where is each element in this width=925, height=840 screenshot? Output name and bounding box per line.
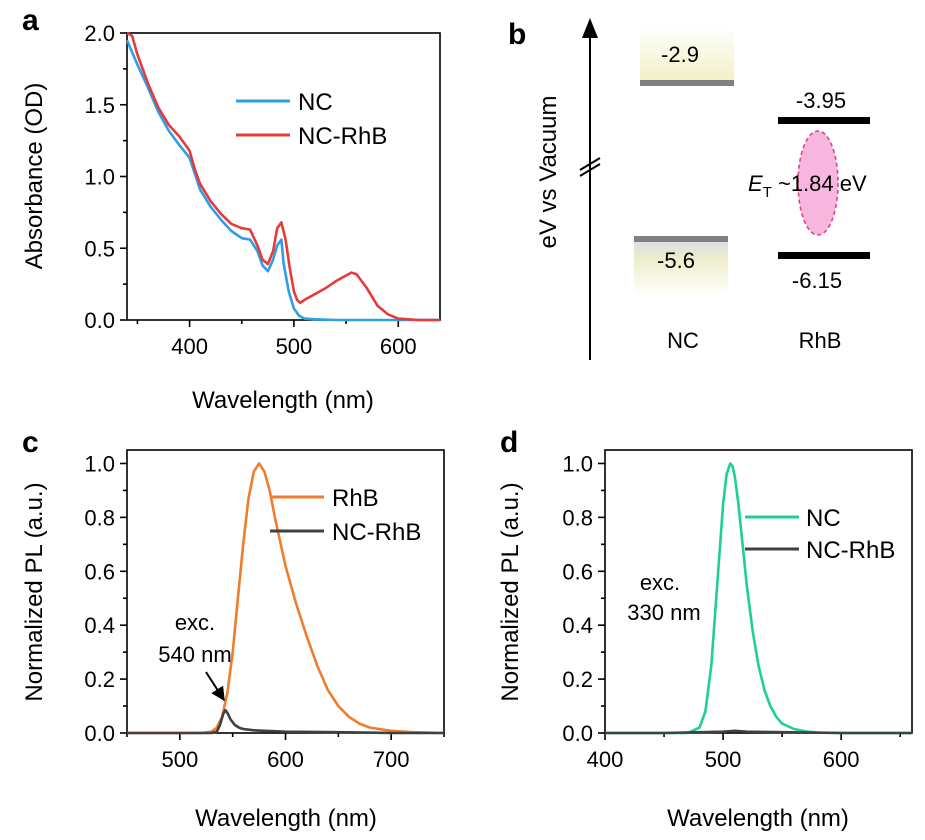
x-tick-label: 600 xyxy=(267,747,304,772)
nc-lumo-halo xyxy=(640,27,734,82)
rhb-lumo-value: -3.95 xyxy=(796,88,846,113)
axis-break-mark-2 xyxy=(579,163,601,177)
x-tick-label: 600 xyxy=(380,334,417,359)
legend-c: RhB NC-RhB xyxy=(270,485,421,546)
plot-frame-a xyxy=(126,32,441,321)
legend-label-nc: NC xyxy=(298,89,333,116)
nc-homo-level xyxy=(634,236,728,242)
y-axis-label-c: Normalized PL (a.u.) xyxy=(21,482,48,701)
panel-letter-b: b xyxy=(508,18,526,51)
nc-homo-halo xyxy=(634,240,728,296)
excitation-label-line1-d: exc. xyxy=(640,570,680,595)
energy-axis-arrowhead xyxy=(582,18,598,38)
panel-letter-a: a xyxy=(22,4,39,37)
axes-c: 500 600 700 0.0 0.2 0.4 0.6 0.8 1.0 xyxy=(84,451,445,772)
series-lines-a xyxy=(125,31,440,322)
y-tick-label: 0.0 xyxy=(84,308,115,333)
rhb-column-label: RhB xyxy=(799,328,842,353)
series-line-nc-rhb xyxy=(605,729,912,735)
nc-column-label: NC xyxy=(667,328,699,353)
y-tick-label: 0.0 xyxy=(84,721,115,746)
x-tick-label: 500 xyxy=(276,334,313,359)
legend-label-nc-rhb: NC-RhB xyxy=(298,123,387,150)
legend-label-nc-d: NC xyxy=(806,505,841,532)
x-tick-label: 400 xyxy=(587,747,624,772)
y-tick-label: 2.0 xyxy=(84,21,115,46)
panel-letter-d: d xyxy=(500,426,518,459)
series-line-nc xyxy=(125,39,440,322)
rhb-homo-value: -6.15 xyxy=(792,268,842,293)
x-axis-label-a: Wavelength (nm) xyxy=(192,387,374,414)
y-tick-label: 0.0 xyxy=(562,721,593,746)
y-tick-label: 0.6 xyxy=(84,559,115,584)
y-tick-label: 0.6 xyxy=(562,559,593,584)
series-lines-d xyxy=(605,462,912,735)
axes-a: 400 500 600 0.0 0.5 1.0 1.5 2.0 xyxy=(84,21,416,359)
legend-label-nc-rhb-d: NC-RhB xyxy=(806,537,895,564)
triplet-energy-label: ET ~1.84 eV xyxy=(748,171,867,201)
series-line-nc xyxy=(605,462,912,735)
y-axis-label-a: Absorbance (OD) xyxy=(21,83,48,270)
y-axis-label-d: Normalized PL (a.u.) xyxy=(497,482,524,701)
series-line-nc-rhb xyxy=(127,708,444,735)
y-tick-label: 0.8 xyxy=(562,505,593,530)
legend-label-nc-rhb-c: NC-RhB xyxy=(332,519,421,546)
panel-b: b eV vs Vacuum -2.9 -5.6 -3.95 -6.15 ET … xyxy=(508,18,870,360)
y-tick-label: 0.8 xyxy=(84,505,115,530)
panel-c: c 500 600 700 0.0 0.2 0.4 0.6 0.8 1.0 RhB NC-RhB… xyxy=(21,426,445,832)
axis-break-mark-1 xyxy=(579,157,601,171)
series-lines-c xyxy=(127,462,445,735)
series-line-rhb xyxy=(127,462,445,735)
y-tick-label: 0.2 xyxy=(562,667,593,692)
triplet-gap-ellipse xyxy=(797,130,839,236)
x-tick-label: 400 xyxy=(171,334,208,359)
x-axis-label-c: Wavelength (nm) xyxy=(195,805,377,832)
nc-lumo-level xyxy=(640,80,734,86)
excitation-label-line2-d: 330 nm xyxy=(627,600,700,625)
axes-d: 400 500 600 0.0 0.2 0.4 0.6 0.8 1.0 xyxy=(562,451,901,772)
legend-label-rhb: RhB xyxy=(332,485,379,512)
y-tick-label: 1.0 xyxy=(84,451,115,476)
rhb-homo-level xyxy=(778,252,870,259)
y-tick-label: 0.5 xyxy=(84,236,115,261)
y-tick-label: 0.4 xyxy=(562,613,593,638)
series-line-nc-rhb xyxy=(126,31,440,322)
y-tick-label: 0.2 xyxy=(84,667,115,692)
x-tick-label: 700 xyxy=(373,747,410,772)
rhb-lumo-level xyxy=(778,117,870,124)
plot-frame-c xyxy=(126,449,445,734)
nc-lumo-value: -2.9 xyxy=(661,42,699,67)
nc-homo-value: -5.6 xyxy=(657,248,695,273)
energy-axis-label: eV vs Vacuum xyxy=(535,96,562,249)
legend-d: NC NC-RhB xyxy=(745,505,895,564)
excitation-label-line2-c: 540 nm xyxy=(158,642,231,667)
y-tick-label: 1.0 xyxy=(84,165,115,190)
x-tick-label: 600 xyxy=(823,747,860,772)
y-tick-label: 1.5 xyxy=(84,93,115,118)
x-tick-label: 500 xyxy=(161,747,198,772)
legend-a: NC NC-RhB xyxy=(236,89,387,150)
y-tick-label: 1.0 xyxy=(562,451,593,476)
panel-letter-c: c xyxy=(22,426,39,459)
panel-a: a 400 500 600 0.0 0.5 1.0 1.5 2.0 NC NC-RhB Wav… xyxy=(21,4,441,414)
excitation-arrow-c xyxy=(205,671,225,702)
excitation-label-line1-c: exc. xyxy=(175,610,215,635)
x-tick-label: 500 xyxy=(705,747,742,772)
x-axis-label-d: Wavelength (nm) xyxy=(667,805,849,832)
y-tick-label: 0.4 xyxy=(84,613,115,638)
